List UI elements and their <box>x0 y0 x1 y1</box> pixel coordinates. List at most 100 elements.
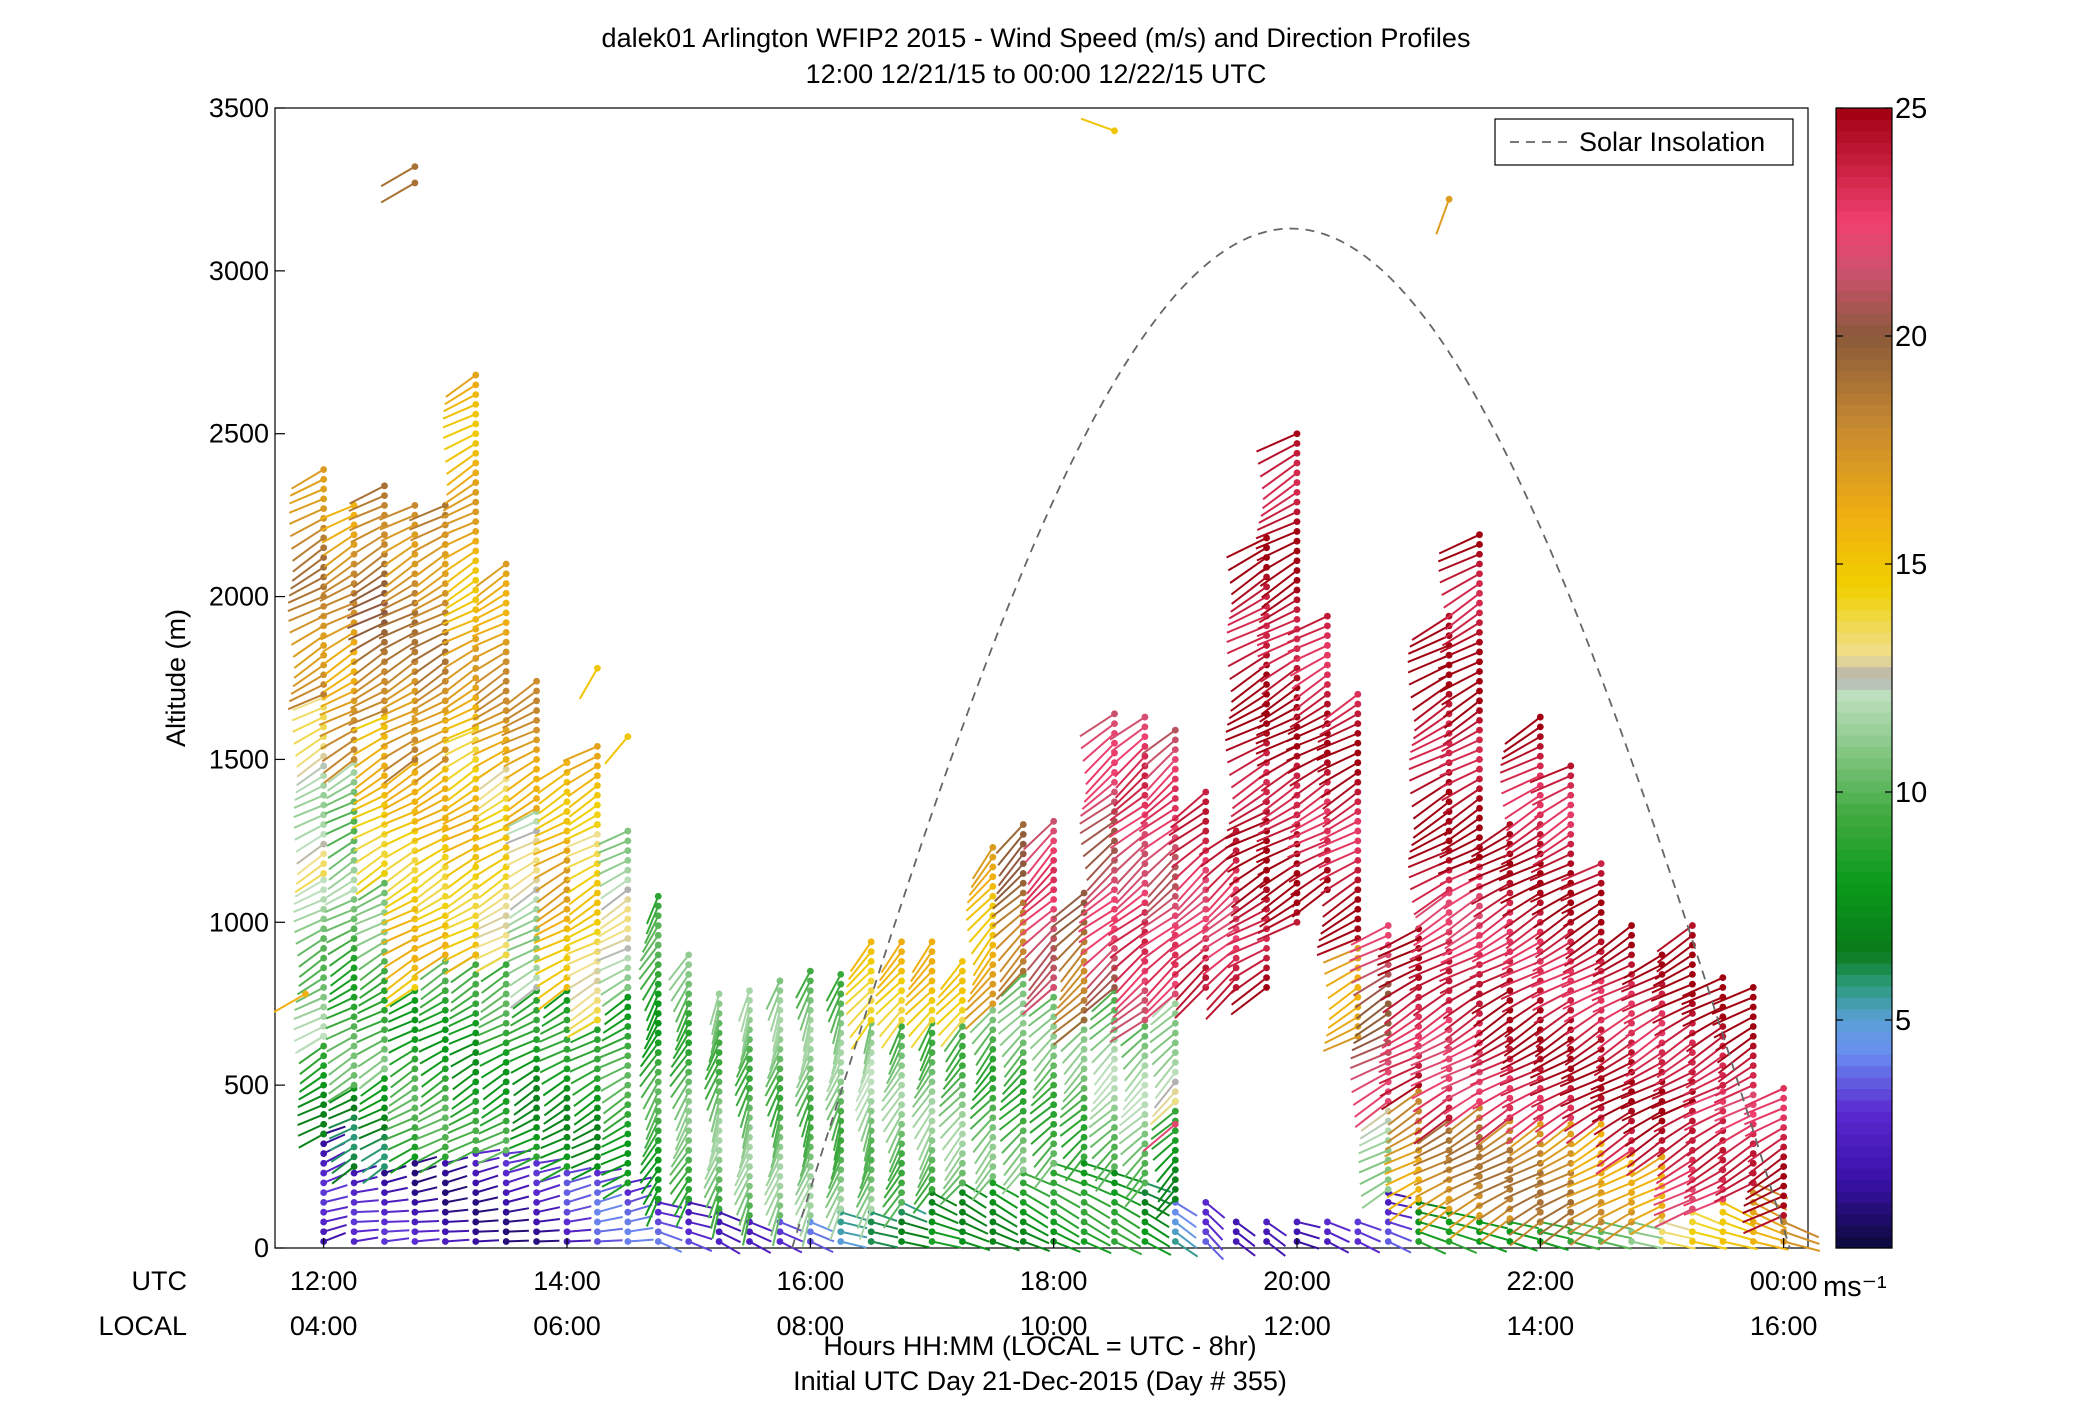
wind-barb-stick <box>657 1230 683 1242</box>
wind-barb-stick <box>385 849 416 871</box>
colorbar-band <box>1836 666 1892 679</box>
wind-barb-stick <box>1534 1172 1572 1189</box>
wind-barb-stick <box>1110 892 1146 920</box>
wind-barb-stick <box>1319 859 1359 882</box>
wind-barb-stick <box>1692 1240 1728 1250</box>
wind-barb-stick <box>845 989 872 1016</box>
wind-barb-point <box>928 1156 936 1164</box>
wind-barb-stick <box>1319 820 1359 842</box>
wind-barb-stick <box>1595 1012 1633 1039</box>
wind-barb-stick <box>1082 879 1116 909</box>
wind-barb-stick <box>350 524 385 544</box>
wind-barb-stick <box>1499 1067 1541 1087</box>
wind-barb-stick <box>380 729 416 748</box>
wind-barb-stick <box>442 413 477 429</box>
wind-barb-stick <box>832 1120 842 1151</box>
wind-barb-point <box>1476 609 1483 617</box>
wind-barb-stick <box>1261 569 1298 599</box>
wind-barb-point <box>837 1218 845 1226</box>
wind-barb-point <box>594 1055 601 1063</box>
wind-barb-point <box>441 785 449 793</box>
wind-barb-stick <box>1505 814 1541 842</box>
wind-barb-stick <box>414 572 446 597</box>
wind-barb-point <box>441 589 449 597</box>
colorbar-band <box>1836 860 1892 873</box>
wind-barb-stick <box>1174 888 1207 919</box>
wind-barb-stick <box>1262 784 1298 813</box>
wind-barb-stick <box>1033 1045 1055 1072</box>
wind-barb-stick <box>1146 875 1177 907</box>
wind-barb-point <box>837 971 845 978</box>
wind-barb-point <box>1111 127 1118 135</box>
wind-barb-point <box>654 1176 662 1183</box>
solar-insolation-curve <box>791 227 1791 1249</box>
wind-barb-stick <box>1683 1188 1724 1207</box>
wind-barb-stick <box>1533 999 1572 1025</box>
wind-barb-point <box>502 1137 510 1144</box>
wind-barb-stick <box>509 986 538 1009</box>
wind-barb-stick <box>911 1091 933 1118</box>
wind-barb-point <box>1019 1218 1027 1226</box>
wind-barb-point <box>320 870 328 877</box>
wind-barb-stick <box>1442 934 1480 957</box>
wind-barb-stick <box>1261 677 1298 706</box>
wind-barb-point <box>350 935 358 942</box>
wind-barb-stick <box>880 1084 903 1112</box>
wind-barb-point <box>563 1065 571 1073</box>
wind-barb-stick <box>597 957 629 973</box>
wind-barb-stick <box>1118 1113 1146 1135</box>
wind-barb-point <box>1780 1212 1788 1219</box>
wind-barb-stick <box>1746 1165 1785 1194</box>
wind-barb-stick <box>1316 732 1359 752</box>
wind-barb-stick <box>1003 1149 1025 1177</box>
wind-barb-stick <box>1742 1194 1785 1215</box>
wind-barb-stick <box>328 1087 355 1104</box>
wind-barb-stick <box>1064 1058 1085 1086</box>
wind-barb-stick <box>381 582 416 605</box>
wind-barb-stick <box>1657 1149 1694 1177</box>
wind-barb-stick <box>910 951 933 983</box>
wind-barb-point <box>1749 1062 1757 1069</box>
wind-barb-point <box>1749 1218 1757 1226</box>
wind-barb-stick <box>888 1045 903 1075</box>
wind-barb-stick <box>474 592 507 614</box>
wind-barb-point <box>320 1003 328 1011</box>
wind-barb-stick <box>1227 947 1268 969</box>
wind-barb-point <box>1111 1055 1118 1063</box>
wind-barb-stick <box>1443 582 1481 609</box>
wind-barb-stick <box>472 699 507 721</box>
wind-barb-stick <box>568 804 598 826</box>
wind-barb-point <box>381 531 388 539</box>
wind-barb-point <box>806 1094 814 1102</box>
wind-barb-stick <box>1079 800 1116 825</box>
wind-barb-point <box>1476 550 1483 558</box>
colorbar-band <box>1836 883 1892 896</box>
wind-barb-point <box>685 951 693 959</box>
wind-barb-stick <box>323 1133 346 1145</box>
wind-barb-stick <box>627 1176 652 1184</box>
wind-barb-stick <box>1026 840 1055 875</box>
wind-barb-point <box>563 1114 571 1122</box>
wind-barb-point <box>898 1120 905 1128</box>
wind-barb-point <box>867 948 875 955</box>
wind-barb-stick <box>901 1240 930 1249</box>
wind-barb-stick <box>969 964 994 995</box>
wind-barb-stick <box>1122 1045 1146 1070</box>
wind-barb-stick <box>1322 791 1359 820</box>
wind-barb-stick <box>1119 1103 1146 1127</box>
wind-barb-point <box>320 974 328 982</box>
wind-barb-stick <box>912 1188 933 1214</box>
wind-barb-point <box>1019 980 1027 988</box>
wind-barb-stick <box>878 1009 903 1038</box>
wind-barb-stick <box>1080 928 1116 955</box>
wind-barb-stick <box>857 1101 873 1132</box>
wind-barb-point <box>472 635 480 643</box>
wind-barb-stick <box>411 817 446 833</box>
wind-barb-stick <box>1093 1058 1116 1086</box>
wind-barb-stick <box>1722 1201 1755 1220</box>
wind-barb-point <box>654 1088 662 1096</box>
wind-barb-stick <box>1357 1240 1381 1254</box>
wind-barb-point <box>1171 1218 1179 1226</box>
wind-barb-point <box>898 1016 905 1024</box>
wind-barb-point <box>441 1133 449 1141</box>
